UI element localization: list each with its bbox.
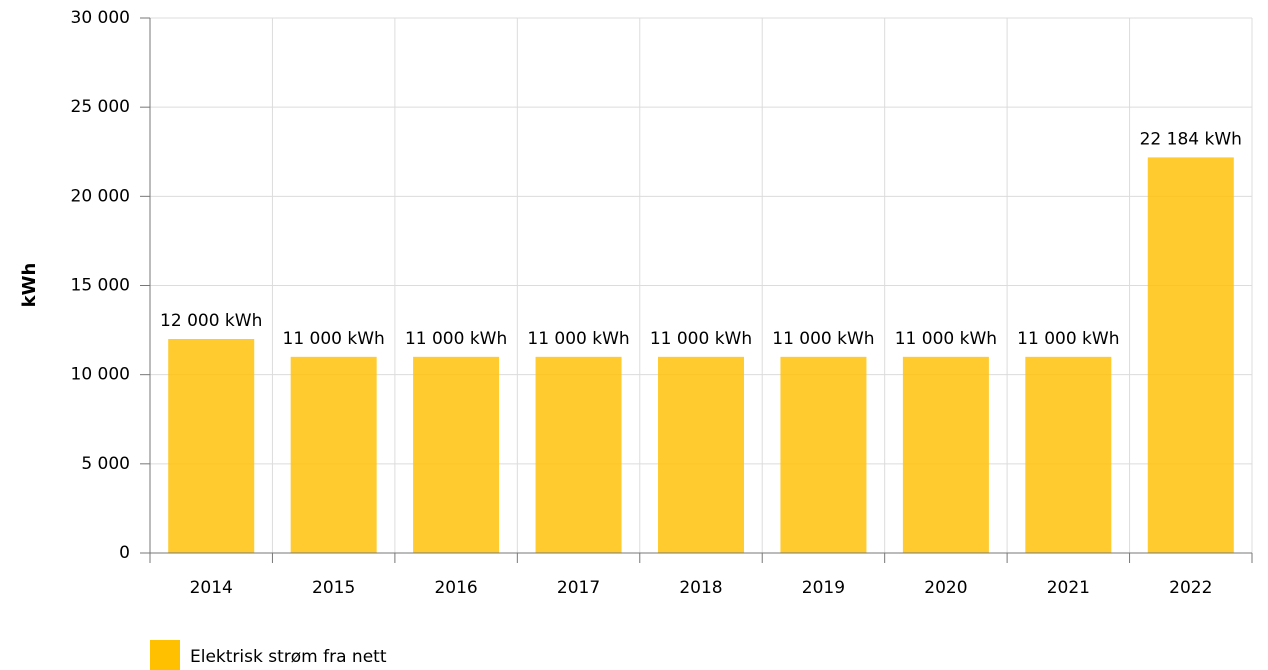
y-axis-label: kWh — [19, 263, 40, 308]
data-label: 12 000 kWh — [160, 311, 262, 331]
data-label: 11 000 kWh — [650, 329, 752, 349]
y-tick-label: 5 000 — [81, 454, 130, 474]
bar — [780, 356, 867, 553]
bar — [902, 356, 989, 553]
data-label: 11 000 kWh — [527, 329, 629, 349]
data-label: 11 000 kWh — [895, 329, 997, 349]
bar — [658, 356, 744, 553]
legend-label: Elektrisk strøm fra nett — [190, 647, 387, 667]
y-tick-label: 0 — [119, 543, 130, 563]
bar — [413, 356, 500, 553]
bar — [1025, 356, 1112, 553]
x-tick-label: 2016 — [434, 578, 477, 598]
bar — [535, 356, 622, 553]
data-label: 22 184 kWh — [1140, 129, 1242, 149]
x-tick-label: 2021 — [1047, 578, 1090, 598]
x-tick-label: 2020 — [924, 578, 967, 598]
data-label: 11 000 kWh — [283, 329, 385, 349]
data-label: 11 000 kWh — [405, 329, 507, 349]
x-tick-label: 2014 — [190, 578, 233, 598]
x-tick-label: 2019 — [802, 578, 845, 598]
x-tick-label: 2018 — [679, 578, 722, 598]
x-tick-label: 2015 — [312, 578, 355, 598]
y-tick-label: 30 000 — [71, 8, 130, 28]
y-tick-label: 15 000 — [71, 276, 130, 296]
x-tick-label: 2022 — [1169, 578, 1212, 598]
y-tick-label: 10 000 — [71, 365, 130, 385]
y-tick-label: 20 000 — [71, 186, 130, 206]
bar — [290, 356, 377, 553]
data-label: 11 000 kWh — [772, 329, 874, 349]
bar — [1147, 157, 1234, 554]
data-label: 11 000 kWh — [1017, 329, 1119, 349]
y-tick-label: 25 000 — [71, 97, 130, 117]
bar — [168, 339, 255, 553]
x-tick-label: 2017 — [557, 578, 600, 598]
legend-swatch — [150, 640, 180, 670]
